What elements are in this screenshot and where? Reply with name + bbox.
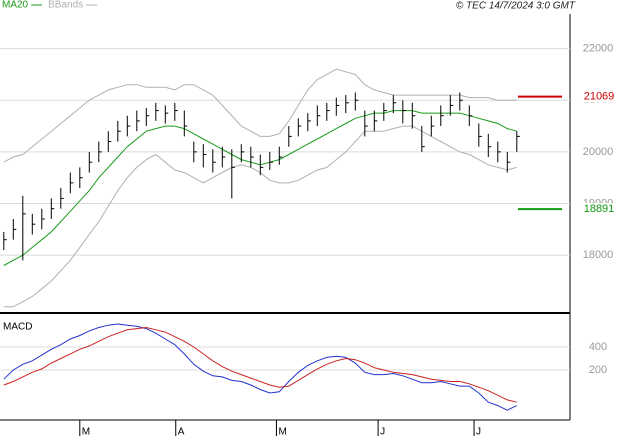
level-label-bg <box>576 203 622 216</box>
x-tick-label: J <box>476 427 481 438</box>
x-tick-label: A <box>178 427 185 438</box>
bband-upper <box>3 68 517 163</box>
level-label-bg <box>576 90 622 103</box>
legend-label: MA20 <box>2 0 29 11</box>
y-tick-label: 20000 <box>583 146 614 158</box>
legend-label: BBands <box>48 0 83 11</box>
x-tick-label: J <box>380 427 385 438</box>
x-tick-label: M <box>278 427 286 438</box>
y-tick-label: 200 <box>589 364 607 376</box>
x-tick-label: M <box>82 427 90 438</box>
level-label: 18891 <box>584 203 615 215</box>
ma-line <box>3 110 517 266</box>
macd-line <box>3 326 517 403</box>
level-label: 21069 <box>584 91 615 103</box>
source: © TEC 14/7/2024 3:0 GMT <box>456 1 576 12</box>
y-tick-label: 400 <box>589 341 607 353</box>
macd-title: MACD <box>3 322 32 333</box>
y-tick-label: 18000 <box>583 249 614 261</box>
y-tick-label: 22000 <box>583 42 614 54</box>
macd-line <box>3 323 518 411</box>
bband-lower <box>3 125 517 308</box>
